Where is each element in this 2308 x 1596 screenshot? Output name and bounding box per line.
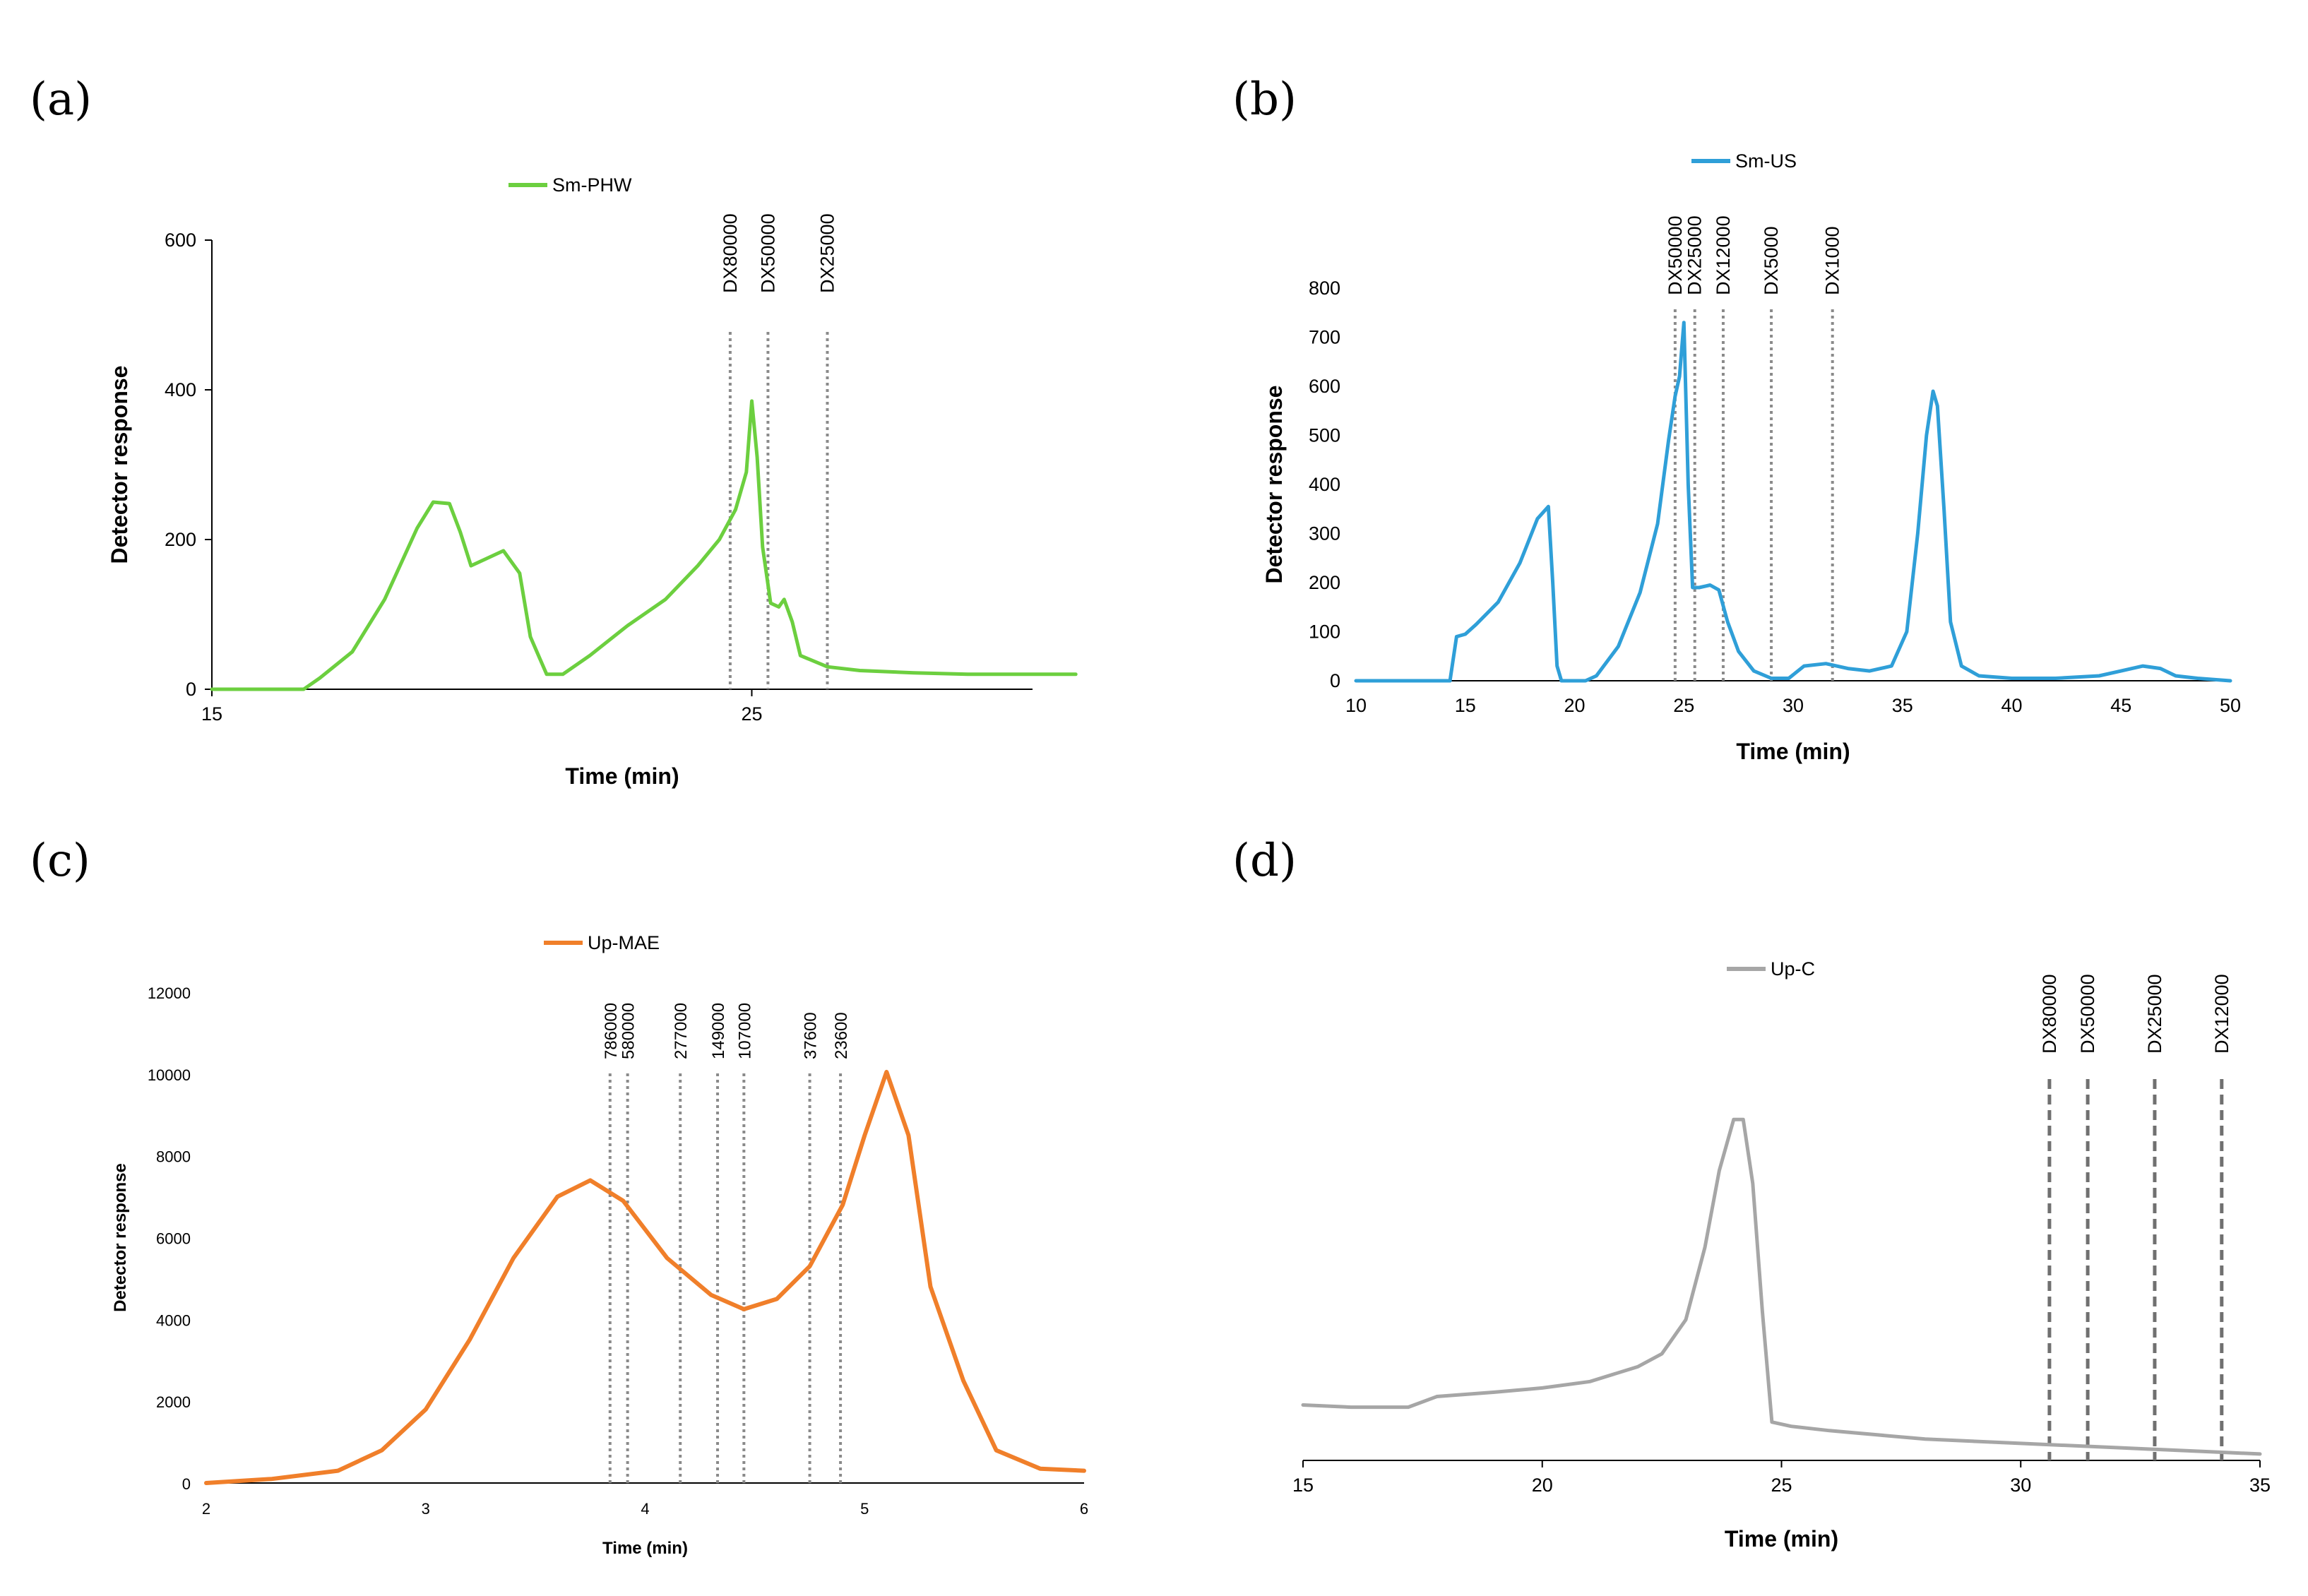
y-tick-label: 4000 bbox=[156, 1311, 191, 1329]
chart-d: 15 20 25 30 35 Time (min) DX80000 DX50000 DX2500… bbox=[1292, 958, 2271, 1552]
series-line bbox=[1301, 1117, 2262, 1456]
marker-label: DX50000 bbox=[2077, 974, 2098, 1054]
y-tick-label: 500 bbox=[1309, 425, 1340, 446]
x-axis-title: Time (min) bbox=[602, 1539, 688, 1558]
series-line bbox=[1354, 321, 2232, 683]
legend-label: Up-MAE bbox=[588, 932, 660, 953]
y-tick-label: 12000 bbox=[148, 984, 191, 1002]
y-tick-label: 200 bbox=[1309, 572, 1340, 593]
x-tick-label: 30 bbox=[2010, 1475, 2031, 1496]
x-tick-label: 25 bbox=[1673, 695, 1694, 716]
x-tick-label: 2 bbox=[202, 1500, 210, 1518]
marker-label: 23600 bbox=[832, 1012, 851, 1059]
x-tick-label: 50 bbox=[2220, 695, 2241, 716]
y-axis-title: Detector response bbox=[107, 366, 132, 564]
y-tick-label: 100 bbox=[1309, 621, 1340, 643]
marker-label: DX1000 bbox=[1822, 226, 1843, 295]
x-tick-label: 15 bbox=[201, 703, 222, 725]
x-tick-label: 20 bbox=[1532, 1475, 1553, 1496]
y-tick-label: 600 bbox=[1309, 376, 1340, 397]
marker-label: DX80000 bbox=[720, 213, 741, 293]
marker-label: 107000 bbox=[735, 1003, 754, 1059]
y-tick-label: 200 bbox=[165, 529, 196, 550]
marker-label: DX25000 bbox=[1684, 215, 1706, 295]
x-tick-label: 15 bbox=[1455, 695, 1476, 716]
x-tick-label: 40 bbox=[2001, 695, 2022, 716]
panel-label-b: (b) bbox=[1232, 73, 1297, 126]
x-tick-label: 20 bbox=[1564, 695, 1585, 716]
x-tick-label: 4 bbox=[641, 1500, 649, 1518]
y-tick-label: 6000 bbox=[156, 1230, 191, 1248]
marker-label: DX12000 bbox=[1713, 215, 1734, 295]
y-tick-label: 0 bbox=[1330, 670, 1340, 691]
x-tick-label: 35 bbox=[1892, 695, 1913, 716]
chart-a: 15 25 0 200 400 600 Time (min) Detector respons… bbox=[107, 174, 1078, 789]
y-tick-label: 600 bbox=[165, 230, 196, 251]
marker-label: DX50000 bbox=[1665, 215, 1686, 295]
y-tick-label: 400 bbox=[165, 379, 196, 400]
marker-label: 37600 bbox=[802, 1012, 821, 1059]
chart-c: 2 3 4 5 6 0 2000 4000 6000 8000 10000 12000 Time (mi… bbox=[111, 932, 1088, 1558]
panel-label-d: (d) bbox=[1232, 835, 1297, 887]
series-line bbox=[210, 399, 1078, 691]
marker-label: DX80000 bbox=[2039, 974, 2060, 1054]
x-tick-label: 6 bbox=[1080, 1500, 1088, 1518]
x-tick-label: 15 bbox=[1292, 1475, 1314, 1496]
y-tick-label: 8000 bbox=[156, 1148, 191, 1166]
x-tick-label: 10 bbox=[1345, 695, 1367, 716]
x-axis-title: Time (min) bbox=[1736, 739, 1850, 764]
x-tick-label: 45 bbox=[2110, 695, 2131, 716]
marker-label: 786000 bbox=[602, 1003, 621, 1059]
panel-label-a: (a) bbox=[30, 73, 92, 126]
marker-label: DX5000 bbox=[1761, 226, 1782, 295]
legend-label: Sm-PHW bbox=[552, 174, 632, 196]
x-tick-label: 35 bbox=[2249, 1475, 2271, 1496]
x-axis-title: Time (min) bbox=[565, 763, 679, 789]
x-tick-label: 5 bbox=[860, 1500, 869, 1518]
chart-b: 10 15 20 25 30 35 40 45 500100200300400500600700… bbox=[1261, 150, 2241, 764]
marker-label: 277000 bbox=[672, 1003, 691, 1059]
marker-label: DX12000 bbox=[2211, 974, 2232, 1054]
x-tick-label: 25 bbox=[1771, 1475, 1792, 1496]
x-tick-label: 3 bbox=[422, 1500, 430, 1518]
y-tick-label: 10000 bbox=[148, 1066, 191, 1084]
series-line bbox=[204, 1069, 1086, 1485]
y-tick-label: 2000 bbox=[156, 1393, 191, 1411]
y-tick-label: 0 bbox=[182, 1475, 191, 1493]
panel-label-c: (c) bbox=[30, 835, 90, 887]
marker-label: DX25000 bbox=[817, 213, 838, 293]
legend-label: Sm-US bbox=[1735, 150, 1797, 172]
x-tick-label: 25 bbox=[741, 703, 762, 725]
y-tick-label: 800 bbox=[1309, 278, 1340, 299]
marker-label: DX50000 bbox=[757, 213, 778, 293]
x-axis-title: Time (min) bbox=[1725, 1526, 1838, 1552]
y-axis-title: Detector response bbox=[111, 1163, 130, 1312]
marker-label: DX25000 bbox=[2144, 974, 2165, 1054]
y-tick-label: 0 bbox=[186, 679, 196, 700]
legend-label: Up-C bbox=[1771, 958, 1815, 979]
marker-label: 580000 bbox=[619, 1003, 638, 1059]
x-tick-label: 30 bbox=[1783, 695, 1804, 716]
y-tick-label: 700 bbox=[1309, 327, 1340, 348]
y-axis-title: Detector response bbox=[1261, 386, 1287, 584]
marker-label: 149000 bbox=[709, 1003, 728, 1059]
y-tick-label: 300 bbox=[1309, 523, 1340, 544]
y-tick-label: 400 bbox=[1309, 474, 1340, 495]
